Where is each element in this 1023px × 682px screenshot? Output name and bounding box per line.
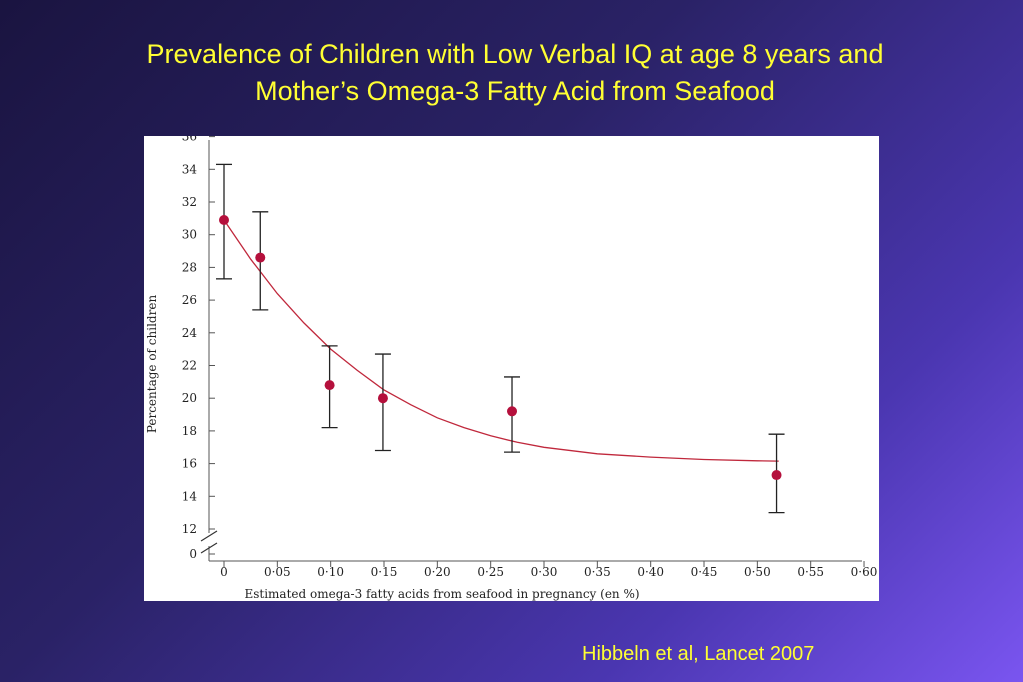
y-tick-label: 34 [182, 162, 198, 176]
x-tick-label: 0·30 [531, 565, 558, 579]
error-bars [216, 163, 785, 514]
y-tick-label: 26 [182, 293, 197, 307]
chart-panel: 0 12 14 16 18 20 22 24 26 28 30 32 34 36 0 0·05 0·10 0·1… [144, 136, 879, 601]
slide-title-line-1: Prevalence of Children with Low Verbal I… [146, 39, 884, 69]
x-tick-label: 0·20 [424, 565, 451, 579]
x-tick-label: 0·55 [797, 565, 824, 579]
y-tick-label: 22 [182, 359, 197, 373]
chart-axes [200, 140, 862, 562]
x-tick-label: 0·60 [851, 565, 878, 579]
data-point [771, 470, 782, 481]
axis-break-mark-2 [200, 542, 218, 554]
y-tick-label: 14 [182, 489, 198, 503]
slide-title-line-2: Mother’s Omega-3 Fatty Acid from Seafood [255, 76, 775, 106]
y-tick-label: 18 [182, 424, 197, 438]
x-tick-label: 0·45 [691, 565, 718, 579]
x-tick-label: 0·50 [744, 565, 771, 579]
data-point [219, 214, 229, 225]
data-point [324, 380, 335, 391]
x-tick-label: 0·15 [371, 565, 398, 579]
x-tick-label: 0·10 [317, 565, 344, 579]
x-axis-label: Estimated omega-3 fatty acids from seafo… [244, 587, 639, 601]
y-tick-label: 24 [182, 326, 198, 340]
y-tick-label: 36 [182, 136, 197, 144]
x-tick-label: 0·40 [637, 565, 664, 579]
x-tick-label: 0 [220, 565, 228, 579]
chart-plot: 0 12 14 16 18 20 22 24 26 28 30 32 34 36 0 0·05 0·10 0·1… [145, 136, 877, 601]
axis-break-mark-1 [200, 530, 218, 542]
fit-curve [223, 219, 779, 462]
data-points [219, 214, 782, 481]
data-point [377, 393, 388, 404]
x-tick-label: 0·05 [264, 565, 291, 579]
y-tick-label: 0 [189, 547, 197, 561]
y-tick-label: 30 [182, 228, 197, 242]
data-point [507, 406, 518, 417]
y-axis-label: Percentage of children [145, 295, 159, 434]
citation: Hibbeln et al, Lancet 2007 [582, 643, 815, 665]
y-tick-label: 20 [182, 391, 197, 405]
x-tick-label: 0·25 [477, 565, 504, 579]
y-tick-label: 28 [182, 260, 197, 274]
y-tick-label: 32 [182, 195, 197, 209]
x-ticks: 0 0·05 0·10 0·15 0·20 0·25 0·30 0·35 0·40 0·45 0·5… [220, 561, 877, 579]
y-tick-label: 16 [182, 457, 197, 471]
slide-title: Prevalence of Children with Low Verbal I… [60, 36, 970, 110]
y-ticks: 0 12 14 16 18 20 22 24 26 28 30 32 34 36 [182, 136, 215, 561]
data-point [255, 252, 266, 263]
y-tick-label: 12 [182, 522, 197, 536]
x-tick-label: 0·35 [584, 565, 611, 579]
